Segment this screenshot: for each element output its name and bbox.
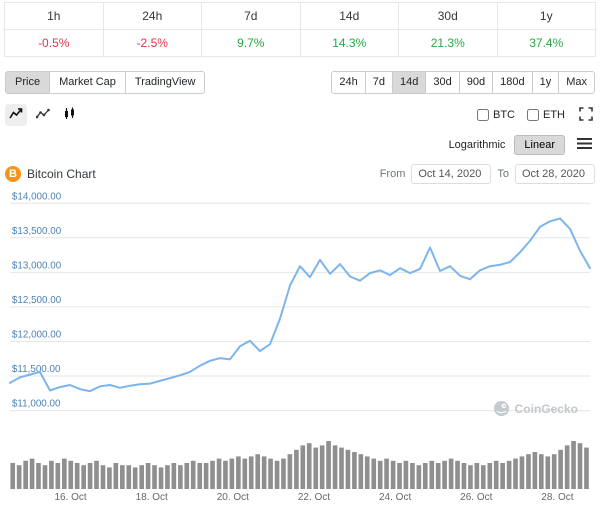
stat-period-14d: 14d [299,2,399,30]
to-label: To [497,168,509,181]
x-axis-label: 16. Oct [54,492,87,504]
svg-text:$11,000.00: $11,000.00 [12,399,61,410]
range-90d[interactable]: 90d [458,71,494,95]
tab-price[interactable]: Price [5,71,51,95]
candlestick-icon [63,107,77,123]
expand-icon [579,106,593,124]
svg-text:$13,000.00: $13,000.00 [12,261,62,272]
svg-text:$13,500.00: $13,500.00 [12,226,62,237]
price-chart-area[interactable]: $14,000.00 $13,500.00 $13,000.00 $12,500.00… [4,189,596,429]
x-axis-label: 26. Oct [460,492,493,504]
compare-tools: BTC ETH [477,105,595,126]
range-1y[interactable]: 1y [531,71,560,95]
from-date-input[interactable] [411,164,492,185]
chart-title: Bitcoin Chart [27,167,96,182]
stat-value-24h: -2.5% [102,29,202,57]
coingecko-logo-icon [493,400,510,417]
range-24h[interactable]: 24h [331,71,366,95]
x-axis-label: 24. Oct [379,492,412,504]
stat-value-7d: 9.7% [201,29,301,57]
to-date-input[interactable] [515,164,595,185]
chart-tabs: Price Market Cap TradingView [5,71,206,95]
svg-text:$12,500.00: $12,500.00 [12,295,62,306]
logarithmic-scale-option[interactable]: Logarithmic [448,139,506,152]
stat-period-1h: 1h [4,2,104,30]
range-14d[interactable]: 14d [392,71,427,95]
svg-text:$14,000.00: $14,000.00 [12,191,62,202]
stat-period-24h: 24h [102,2,202,30]
stat-period-1y: 1y [496,2,596,30]
btc-checkbox-label: BTC [493,109,515,122]
watermark: CoinGecko [493,400,578,417]
line-chart-type-button[interactable] [5,104,27,127]
stat-value-1h: -0.5% [4,29,104,57]
chart-controls-row: Price Market Cap TradingView 24h 7d 14d … [4,71,596,95]
date-range-controls: From To [379,164,595,185]
chart-tools-row: BTC ETH [4,104,596,127]
range-180d[interactable]: 180d [492,71,533,95]
svg-text:$11,500.00: $11,500.00 [12,364,61,375]
chart-header-row: B Bitcoin Chart From To [4,164,596,185]
scale-toggle-row: Logarithmic Linear [4,135,596,156]
eth-checkbox[interactable] [527,109,539,122]
stat-period-30d: 30d [398,2,498,30]
hamburger-menu-icon [576,137,593,153]
bitcoin-icon: B [5,166,21,183]
price-chart-svg: $14,000.00 $13,500.00 $13,000.00 $12,500.00… [8,191,592,412]
x-axis-label: 18. Oct [135,492,168,504]
x-axis-labels: 16. Oct 18. Oct 20. Oct 22. Oct 24. Oct 26. O… [4,492,596,506]
volume-navigator[interactable] [4,437,596,490]
fullscreen-button[interactable] [577,105,595,126]
tab-tradingview[interactable]: TradingView [124,71,206,95]
range-7d[interactable]: 7d [364,71,394,95]
range-max[interactable]: Max [558,71,595,95]
range-30d[interactable]: 30d [425,71,460,95]
stat-value-1y: 37.4% [496,29,596,57]
tab-market-cap[interactable]: Market Cap [49,71,126,95]
area-chart-type-button[interactable] [32,104,54,126]
svg-text:$12,000.00: $12,000.00 [12,330,62,341]
compare-eth[interactable]: ETH [527,109,565,122]
candlestick-chart-type-button[interactable] [59,104,81,126]
range-selector: 24h 7d 14d 30d 90d 180d 1y Max [331,71,595,95]
stat-period-7d: 7d [201,2,301,30]
x-axis-label: 20. Oct [216,492,249,504]
watermark-text: CoinGecko [514,401,578,416]
trend-line-icon [9,107,23,123]
eth-checkbox-label: ETH [543,109,565,122]
volume-navigator-svg [10,441,589,490]
stat-value-14d: 14.3% [299,29,399,57]
compare-btc[interactable]: BTC [477,109,515,122]
chart-menu-button[interactable] [574,135,595,155]
linear-scale-option[interactable]: Linear [514,135,565,156]
from-label: From [379,168,406,181]
x-axis-label: 22. Oct [297,492,331,504]
stat-value-30d: 21.3% [398,29,498,57]
chart-title-group: B Bitcoin Chart [5,166,96,183]
line-with-points-icon [35,107,50,123]
btc-checkbox[interactable] [477,109,489,122]
chart-type-group [5,104,86,127]
price-change-table: 1h 24h 7d 14d 30d 1y -0.5% -2.5% 9.7% 14… [4,2,596,57]
x-axis-label: 28. Oct [541,492,574,504]
